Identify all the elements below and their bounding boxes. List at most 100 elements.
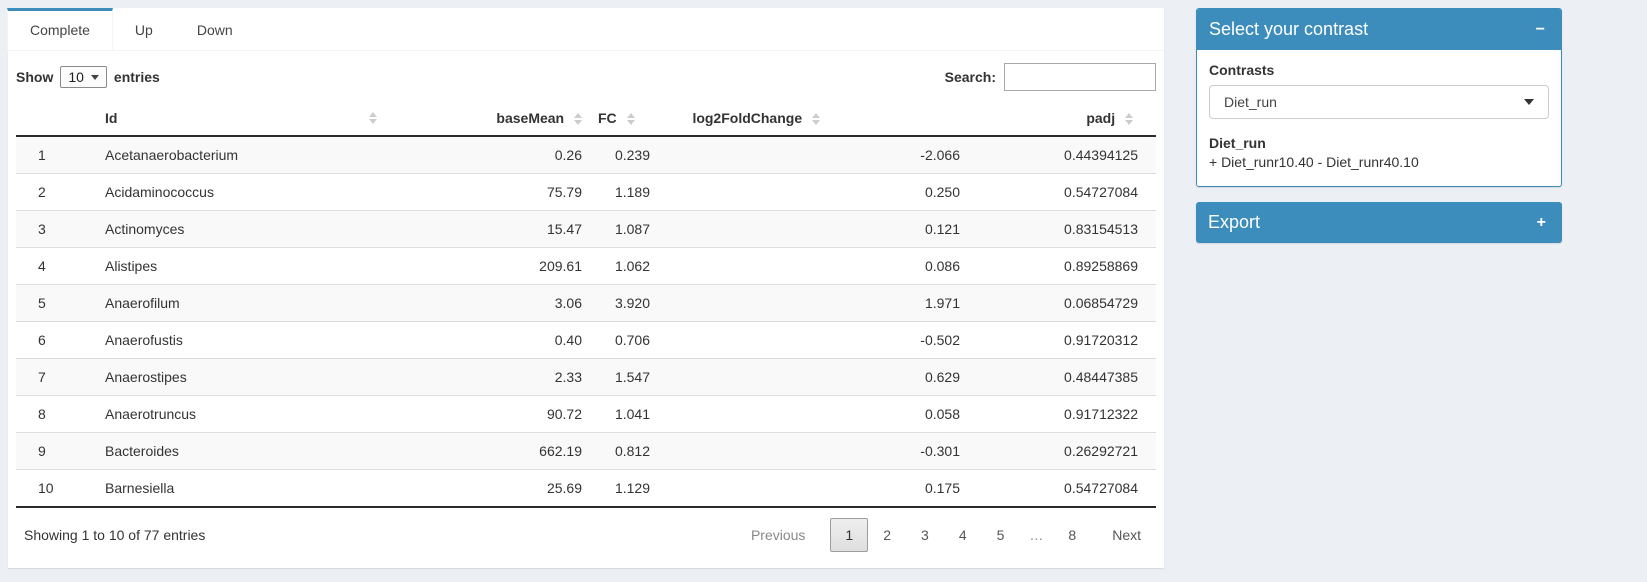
table-cell-log2FoldChange: 0.250 — [924, 184, 960, 200]
column-header-padj[interactable]: padj — [968, 101, 1156, 137]
pagination-page-1[interactable]: 1 — [830, 518, 869, 552]
sort-icon — [626, 113, 635, 126]
pagination-previous[interactable]: Previous — [750, 527, 806, 543]
table-cell-fc: 0.706 — [614, 332, 650, 348]
table-row: 8 Anaerotruncus 90.72 1.041 0.058 0.91712322 — [16, 395, 1156, 433]
table-footer: Showing 1 to 10 of 77 entries Previous 1 2… — [16, 516, 1156, 554]
search-control: Search: — [945, 63, 1156, 91]
table-cell-fc: 1.041 — [614, 406, 650, 422]
table-cell-rownum: 9 — [38, 443, 46, 459]
sort-icon — [1125, 113, 1133, 126]
table-cell-log2FoldChange: -0.301 — [920, 443, 960, 459]
tab-complete[interactable]: Complete — [7, 8, 113, 50]
contrast-panel: Select your contrast − Contrasts Diet_ru… — [1196, 8, 1562, 187]
table-row: 1 Acetanaerobacterium 0.26 0.239 -2.066 0.443… — [16, 136, 1156, 174]
table-cell-baseMean: 0.40 — [554, 332, 582, 348]
table-row: 2 Acidaminococcus 75.79 1.189 0.250 0.5472708… — [16, 173, 1156, 211]
tab-bar: Complete Up Down — [7, 8, 1164, 51]
table-cell-id: Anaerotruncus — [105, 406, 197, 422]
column-label: padj — [1086, 110, 1116, 126]
table-cell-baseMean: 209.61 — [539, 258, 582, 274]
table-info: Showing 1 to 10 of 77 entries — [24, 527, 206, 543]
contrast-detail-title: Diet_run — [1209, 135, 1266, 151]
table-cell-id: Acidaminococcus — [105, 184, 214, 200]
entries-length-control: Show 10 entries — [16, 66, 160, 88]
table-cell-baseMean: 15.47 — [546, 221, 582, 237]
table-cell-baseMean: 90.72 — [546, 406, 582, 422]
table-cell-rownum: 6 — [38, 332, 46, 348]
sort-icon — [574, 113, 582, 126]
entries-per-page-select[interactable]: 10 — [60, 66, 107, 88]
expand-plus-icon[interactable]: + — [1533, 214, 1550, 231]
contrast-panel-body: Contrasts Diet_run Diet_run + Diet_runr1… — [1197, 50, 1561, 186]
collapse-minus-icon[interactable]: − — [1532, 21, 1549, 38]
table-cell-baseMean: 3.06 — [554, 295, 582, 311]
table-cell-log2FoldChange: 0.629 — [924, 369, 960, 385]
table-cell-fc: 1.087 — [614, 221, 650, 237]
contrasts-label: Contrasts — [1209, 62, 1275, 78]
tab-down[interactable]: Down — [196, 22, 233, 38]
caret-down-icon — [90, 74, 99, 80]
table-cell-rownum: 5 — [38, 295, 46, 311]
table-cell-rownum: 1 — [38, 147, 46, 163]
table-row: 7 Anaerostipes 2.33 1.547 0.629 0.48447385 — [16, 358, 1156, 396]
table-cell-rownum: 3 — [38, 221, 46, 237]
table-cell-baseMean: 0.26 — [554, 147, 582, 163]
pagination-page-4[interactable]: 4 — [958, 527, 967, 543]
pagination-page-3[interactable]: 3 — [921, 527, 929, 543]
sort-icon — [369, 112, 377, 124]
table-cell-id: Anaerofilum — [105, 295, 180, 311]
pagination-next[interactable]: Next — [1112, 527, 1141, 543]
table-row: 3 Actinomyces 15.47 1.087 0.121 0.83154513 — [16, 210, 1156, 248]
table-cell-rownum: 4 — [38, 258, 46, 274]
table-cell-id: Alistipes — [105, 258, 158, 274]
column-header-log2foldchange[interactable]: log2FoldChange — [662, 101, 968, 137]
table-cell-baseMean: 75.79 — [546, 184, 582, 200]
table-cell-rownum: 7 — [38, 369, 46, 385]
table-cell-log2FoldChange: 0.086 — [924, 258, 960, 274]
entries-label: entries — [113, 69, 160, 85]
table-controls: Show 10 entries Search: — [16, 63, 1156, 91]
table-cell-log2FoldChange: 1.971 — [924, 295, 960, 311]
search-input[interactable] — [1004, 63, 1156, 91]
table-cell-padj: 0.44394125 — [1064, 147, 1138, 163]
table-cell-padj: 0.48447385 — [1064, 369, 1138, 385]
pagination-page-2[interactable]: 2 — [883, 527, 892, 543]
pagination-page-8[interactable]: 8 — [1068, 527, 1077, 543]
show-label: Show — [16, 69, 54, 85]
table-cell-padj: 0.89258869 — [1064, 258, 1138, 274]
sort-icon — [812, 113, 820, 126]
contrast-select[interactable]: Diet_run — [1209, 85, 1549, 119]
table-cell-log2FoldChange: -0.502 — [920, 332, 960, 348]
table-cell-fc: 0.812 — [614, 443, 650, 459]
contrast-panel-title: Select your contrast — [1209, 19, 1369, 39]
table-cell-baseMean: 2.33 — [554, 369, 582, 385]
table-cell-log2FoldChange: 0.058 — [924, 406, 960, 422]
table-cell-padj: 0.54727084 — [1064, 480, 1138, 496]
results-table: Id baseMean FC log2FoldChange — [16, 101, 1156, 508]
table-cell-id: Actinomyces — [105, 221, 185, 237]
results-tabbox: Complete Up Down Show 10 entries Search: — [7, 8, 1164, 568]
table-cell-rownum: 10 — [38, 480, 54, 496]
pagination: Previous 1 2 3 4 5 … 8 Next — [736, 518, 1156, 552]
table-cell-log2FoldChange: -2.066 — [920, 147, 960, 163]
pagination-ellipsis: … — [1029, 527, 1044, 543]
table-cell-fc: 0.239 — [614, 147, 650, 163]
table-header: Id baseMean FC log2FoldChange — [16, 101, 1156, 137]
column-label: baseMean — [496, 110, 565, 126]
column-header-fc[interactable]: FC — [590, 101, 662, 137]
export-panel-header: Export + — [1196, 202, 1562, 243]
tab-up[interactable]: Up — [134, 22, 153, 38]
caret-down-icon — [1524, 99, 1534, 105]
column-header-id[interactable]: Id — [86, 101, 390, 137]
table-cell-baseMean: 662.19 — [539, 443, 582, 459]
table-cell-fc: 1.129 — [614, 480, 650, 496]
table-row: 9 Bacteroides 662.19 0.812 -0.301 0.26292721 — [16, 432, 1156, 470]
column-header-basemean[interactable]: baseMean — [390, 101, 590, 137]
table-cell-padj: 0.06854729 — [1064, 295, 1138, 311]
export-panel-title: Export — [1208, 212, 1261, 232]
table-cell-padj: 0.83154513 — [1064, 221, 1138, 237]
pagination-page-5[interactable]: 5 — [996, 527, 1005, 543]
table-cell-rownum: 2 — [38, 184, 46, 200]
table-row: 4 Alistipes 209.61 1.062 0.086 0.89258869 — [16, 247, 1156, 285]
